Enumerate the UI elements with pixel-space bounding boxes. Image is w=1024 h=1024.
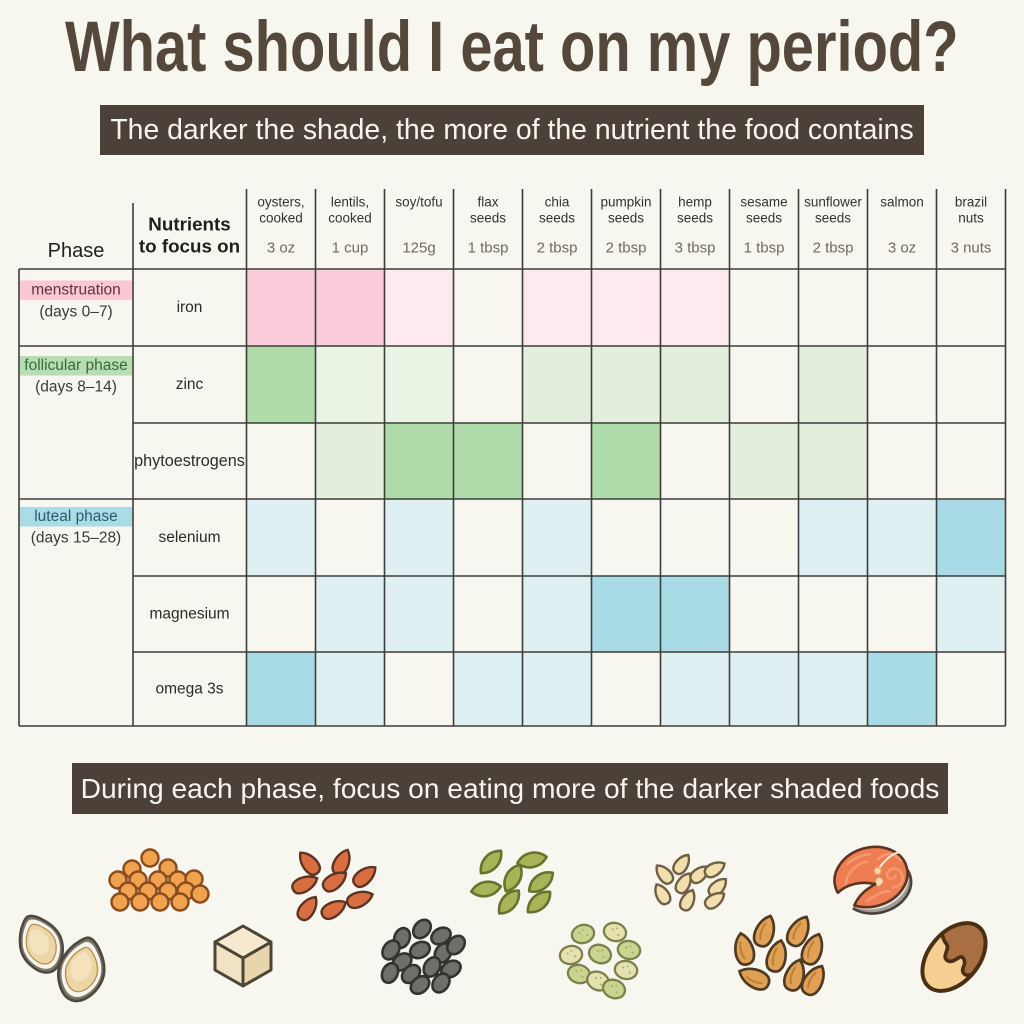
svg-text:seeds: seeds [539, 211, 575, 226]
svg-text:3 nuts: 3 nuts [951, 240, 992, 257]
svg-text:hemp: hemp [678, 195, 712, 210]
svg-text:3 oz: 3 oz [267, 240, 295, 257]
svg-text:(days 15–28): (days 15–28) [31, 530, 121, 547]
svg-text:iron: iron [177, 299, 203, 316]
svg-text:omega 3s: omega 3s [155, 681, 223, 698]
svg-text:(days 8–14): (days 8–14) [35, 379, 117, 396]
svg-text:magnesium: magnesium [149, 606, 229, 623]
svg-text:nuts: nuts [958, 211, 984, 226]
svg-text:1 tbsp: 1 tbsp [744, 240, 785, 257]
svg-text:(days 0–7): (days 0–7) [39, 304, 112, 321]
svg-text:follicular phase: follicular phase [24, 357, 127, 374]
svg-text:sesame: sesame [740, 195, 787, 210]
svg-text:seeds: seeds [815, 211, 851, 226]
svg-text:Phase: Phase [48, 240, 105, 262]
svg-text:soy/tofu: soy/tofu [395, 195, 442, 210]
svg-text:125g: 125g [402, 240, 435, 257]
svg-text:salmon: salmon [880, 195, 924, 210]
svg-text:3 oz: 3 oz [888, 240, 916, 257]
svg-text:oysters,: oysters, [257, 195, 304, 210]
svg-text:cooked: cooked [259, 211, 303, 226]
svg-text:selenium: selenium [158, 529, 220, 546]
svg-text:seeds: seeds [677, 211, 713, 226]
svg-text:seeds: seeds [608, 211, 644, 226]
svg-text:to focus on: to focus on [139, 236, 240, 257]
svg-text:phytoestrogens: phytoestrogens [134, 452, 245, 470]
svg-text:Nutrients: Nutrients [148, 214, 230, 235]
svg-text:cooked: cooked [328, 211, 372, 226]
svg-text:1 tbsp: 1 tbsp [468, 240, 509, 257]
svg-text:chia: chia [545, 195, 570, 210]
svg-text:1 cup: 1 cup [332, 240, 369, 257]
svg-text:zinc: zinc [176, 376, 204, 393]
svg-text:flax: flax [477, 195, 498, 210]
svg-text:2 tbsp: 2 tbsp [813, 240, 854, 257]
svg-text:2 tbsp: 2 tbsp [537, 240, 578, 257]
svg-text:lentils,: lentils, [331, 195, 369, 210]
svg-text:pumpkin: pumpkin [600, 195, 651, 210]
svg-text:luteal phase: luteal phase [34, 508, 118, 525]
svg-text:2 tbsp: 2 tbsp [606, 240, 647, 257]
svg-text:seeds: seeds [746, 211, 782, 226]
svg-text:sunflower: sunflower [804, 195, 862, 210]
svg-text:menstruation: menstruation [31, 282, 121, 299]
svg-text:seeds: seeds [470, 211, 506, 226]
svg-text:3 tbsp: 3 tbsp [675, 240, 716, 257]
svg-text:brazil: brazil [955, 195, 987, 210]
